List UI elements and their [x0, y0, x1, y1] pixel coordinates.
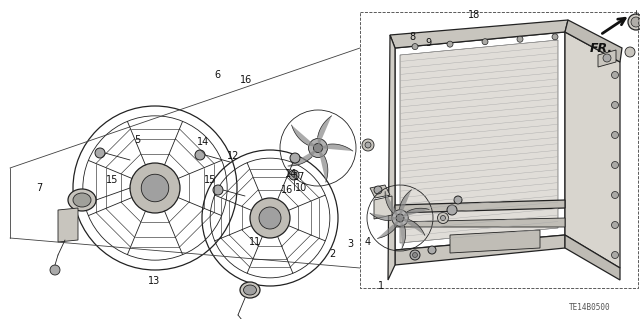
- Circle shape: [308, 138, 328, 158]
- Polygon shape: [565, 235, 620, 280]
- Circle shape: [289, 170, 299, 180]
- Text: 3: 3: [348, 239, 354, 249]
- Circle shape: [611, 161, 618, 168]
- Text: 15: 15: [204, 175, 216, 185]
- Polygon shape: [378, 218, 400, 238]
- Circle shape: [428, 246, 436, 254]
- Circle shape: [611, 221, 618, 228]
- Circle shape: [454, 196, 462, 204]
- Text: 8: 8: [410, 32, 416, 42]
- Circle shape: [552, 34, 558, 40]
- Polygon shape: [565, 20, 622, 62]
- Polygon shape: [292, 125, 318, 148]
- Polygon shape: [395, 235, 565, 265]
- Text: 12: 12: [227, 151, 240, 161]
- Circle shape: [250, 198, 290, 238]
- Polygon shape: [395, 218, 565, 227]
- Circle shape: [50, 265, 60, 275]
- Polygon shape: [395, 200, 565, 213]
- Polygon shape: [317, 116, 332, 148]
- Circle shape: [631, 17, 640, 27]
- Circle shape: [611, 71, 618, 78]
- Circle shape: [314, 144, 323, 152]
- Circle shape: [603, 54, 611, 62]
- Polygon shape: [565, 32, 620, 268]
- Text: 17: 17: [292, 172, 305, 182]
- Polygon shape: [390, 20, 568, 48]
- Polygon shape: [318, 148, 328, 182]
- Polygon shape: [400, 218, 406, 248]
- Text: 4: 4: [365, 237, 371, 248]
- Circle shape: [195, 150, 205, 160]
- Ellipse shape: [240, 282, 260, 298]
- Circle shape: [482, 39, 488, 45]
- Polygon shape: [399, 190, 412, 218]
- Polygon shape: [58, 208, 78, 242]
- Circle shape: [611, 191, 618, 198]
- Circle shape: [392, 210, 408, 226]
- Text: 1: 1: [378, 280, 384, 291]
- Circle shape: [517, 36, 523, 42]
- Circle shape: [611, 101, 618, 108]
- Circle shape: [365, 142, 371, 148]
- Circle shape: [611, 131, 618, 138]
- Circle shape: [447, 41, 453, 47]
- Polygon shape: [288, 148, 318, 166]
- Text: FR.: FR.: [590, 42, 613, 55]
- Circle shape: [410, 250, 420, 260]
- Polygon shape: [385, 191, 400, 218]
- Circle shape: [413, 253, 417, 257]
- Text: 18: 18: [467, 10, 480, 20]
- Ellipse shape: [73, 193, 91, 207]
- Text: 16: 16: [280, 185, 293, 195]
- Circle shape: [440, 216, 445, 220]
- Polygon shape: [400, 40, 558, 243]
- Polygon shape: [318, 144, 353, 151]
- Circle shape: [259, 207, 281, 229]
- Circle shape: [374, 186, 382, 194]
- Polygon shape: [370, 213, 400, 221]
- Polygon shape: [388, 35, 395, 280]
- Circle shape: [628, 14, 640, 30]
- Circle shape: [130, 163, 180, 213]
- Text: 14: 14: [285, 169, 298, 179]
- Circle shape: [213, 185, 223, 195]
- Circle shape: [625, 47, 635, 57]
- Circle shape: [141, 174, 169, 202]
- Text: 13: 13: [147, 276, 160, 286]
- Circle shape: [290, 153, 300, 163]
- Text: 9: 9: [426, 38, 432, 48]
- Text: TE14B0500: TE14B0500: [569, 303, 611, 313]
- Polygon shape: [400, 218, 425, 235]
- Circle shape: [438, 212, 449, 224]
- Polygon shape: [450, 230, 540, 253]
- Text: 15: 15: [106, 175, 118, 185]
- Text: 11: 11: [248, 237, 261, 248]
- Circle shape: [611, 251, 618, 258]
- Polygon shape: [370, 185, 390, 198]
- Text: 16: 16: [240, 75, 253, 85]
- Ellipse shape: [68, 189, 96, 211]
- Text: 14: 14: [197, 137, 210, 147]
- Polygon shape: [598, 50, 616, 67]
- Circle shape: [362, 139, 374, 151]
- Circle shape: [412, 44, 418, 49]
- Text: 2: 2: [330, 249, 336, 259]
- Text: 6: 6: [214, 70, 221, 80]
- Circle shape: [447, 205, 457, 215]
- Text: 10: 10: [294, 183, 307, 193]
- Text: 7: 7: [36, 183, 43, 193]
- Text: 5: 5: [134, 135, 141, 145]
- Circle shape: [95, 148, 105, 158]
- Ellipse shape: [243, 285, 257, 295]
- Polygon shape: [400, 208, 429, 218]
- Circle shape: [396, 214, 404, 222]
- Polygon shape: [374, 196, 392, 219]
